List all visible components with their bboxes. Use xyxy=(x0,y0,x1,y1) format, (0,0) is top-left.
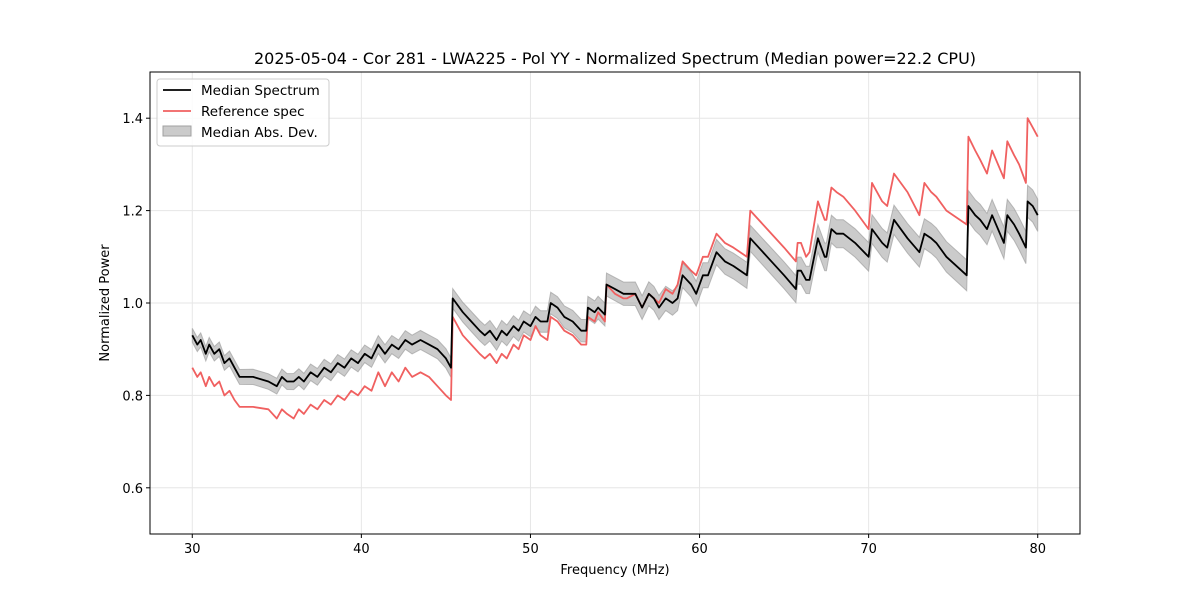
grid-lines xyxy=(150,72,1080,534)
x-tick-label: 80 xyxy=(1029,542,1046,557)
median-spectrum-line xyxy=(191,200,1039,388)
x-tick-label: 70 xyxy=(860,542,877,557)
y-tick-label: 1.2 xyxy=(122,205,143,220)
y-tick-label: 0.8 xyxy=(122,389,143,404)
y-tick-label: 1.0 xyxy=(122,297,143,312)
legend: Median Spectrum Reference spec Median Ab… xyxy=(156,78,330,147)
x-axis-label: Frequency (MHz) xyxy=(560,563,669,578)
x-tick-label: 50 xyxy=(522,542,539,557)
y-axis: 0.6 0.8 1.0 1.2 1.4 xyxy=(122,112,150,497)
y-tick-label: 1.4 xyxy=(122,112,143,127)
legend-median-label: Median Spectrum xyxy=(201,83,320,99)
legend-mad-label: Median Abs. Dev. xyxy=(201,125,318,141)
legend-reference-label: Reference spec xyxy=(201,104,305,120)
x-tick-label: 30 xyxy=(184,542,201,557)
legend-mad-swatch xyxy=(162,125,192,137)
legend-box xyxy=(156,78,330,147)
y-axis-label: Normalized Power xyxy=(98,244,113,362)
x-tick-label: 60 xyxy=(691,542,708,557)
plot-area xyxy=(191,117,1039,420)
reference-spectrum-line xyxy=(191,117,1039,420)
y-tick-label: 0.6 xyxy=(122,482,143,497)
x-axis: 30 40 50 60 70 80 xyxy=(184,534,1046,557)
chart-title: 2025-05-04 - Cor 281 - LWA225 - Pol YY -… xyxy=(254,49,976,68)
x-tick-label: 40 xyxy=(353,542,370,557)
